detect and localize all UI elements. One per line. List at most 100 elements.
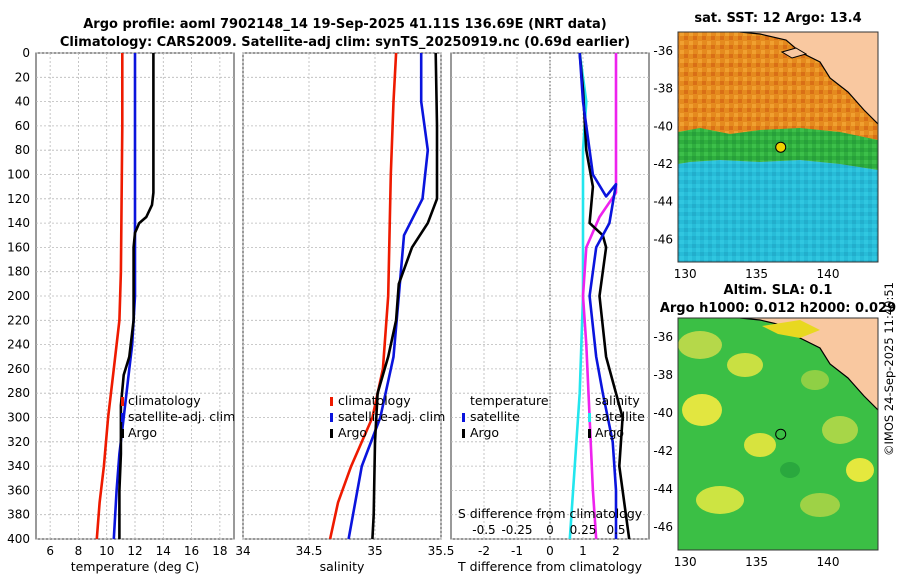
sla-map-field	[678, 318, 878, 550]
map-lon-tick-label: 130	[674, 555, 697, 569]
series-line-satellite-adj-clim	[112, 53, 137, 540]
map-lat-tick-label: -36	[653, 44, 673, 58]
y-tick-label: 380	[7, 508, 30, 522]
y-tick-label: 0	[22, 46, 30, 60]
x-tick-label: -1	[511, 544, 523, 558]
legend-swatch-satellite	[121, 413, 124, 422]
legend-satellite: satellite-adj. clim	[338, 409, 445, 424]
land-mass	[740, 318, 878, 410]
y-tick-label: 40	[15, 95, 30, 109]
temperature-xlabel: temperature (deg C)	[71, 559, 200, 574]
difference-tick-labels: -2 -1 0 1 2 -0.5 -0.25 0 0.25 0.5	[472, 523, 625, 558]
legend-climatology: climatology	[338, 393, 411, 408]
sla-map-title-1: Altim. SLA: 0.1	[724, 283, 833, 298]
sla-blob	[744, 433, 776, 457]
title-line-1: Argo profile: aoml 7902148_14 19-Sep-202…	[83, 17, 607, 32]
map-lon-tick-label: 135	[745, 555, 768, 569]
series-line-t-argo	[578, 52, 631, 540]
sla-blob	[678, 331, 722, 359]
y-tick-label: 120	[7, 192, 30, 206]
map-lat-tick-label: -44	[653, 195, 673, 209]
map-lat-tick-label: -38	[653, 82, 673, 96]
temperature-grid	[36, 52, 234, 540]
salinity-legend: climatology satellite-adj. clim Argo	[330, 393, 445, 440]
y-tick-label: 160	[7, 240, 30, 254]
map-lat-tick-label: -40	[653, 406, 673, 420]
land-mass	[740, 32, 878, 124]
sst-map: sat. SST: 12 Argo: 13.4 -36-38-40-42-44-…	[653, 11, 879, 281]
y-tick-label: 320	[7, 435, 30, 449]
map-lat-tick-label: -42	[653, 157, 673, 171]
salinity-xlabel: salinity	[320, 559, 365, 574]
x-tick-label: -2	[478, 544, 490, 558]
y-tick-label: 280	[7, 386, 30, 400]
sla-map-title-2: Argo h1000: 0.012 h2000: 0.029	[660, 301, 896, 316]
sla-map-frame	[677, 317, 879, 551]
series-line-climatology	[95, 53, 124, 540]
y-tick-label: 200	[7, 289, 30, 303]
argo-location-marker	[775, 141, 787, 153]
series-line-argo	[118, 53, 155, 539]
legend-satellite-left: satellite	[470, 409, 520, 424]
y-tick-label: 140	[7, 216, 30, 230]
difference-legend-left: temperature satellite Argo	[462, 393, 549, 440]
legend-satellite-right: satellite	[595, 409, 645, 424]
y-tick-label: 340	[7, 459, 30, 473]
temperature-series	[95, 53, 155, 540]
x-tick-label: 14	[156, 544, 171, 558]
series-line-argo	[371, 52, 439, 540]
coastline	[739, 32, 878, 125]
map-lon-tick-label: 130	[674, 267, 697, 281]
x-top-tick-label: -0.5	[472, 523, 495, 537]
x-tick-label: 35.5	[428, 544, 455, 558]
series-line-climatology	[328, 52, 398, 540]
y-tick-label: 240	[7, 338, 30, 352]
x-tick-label: 18	[212, 544, 227, 558]
x-tick-label: 10	[99, 544, 114, 558]
map-lon-tick-label: 140	[817, 267, 840, 281]
x-tick-label: 12	[127, 544, 142, 558]
sla-blob	[682, 394, 722, 426]
sla-anomaly-blobs	[678, 331, 874, 517]
sla-blob	[801, 370, 829, 390]
y-tick-label: 180	[7, 265, 30, 279]
legend-swatch-argo-s	[588, 429, 591, 438]
sla-blob	[822, 416, 858, 444]
x-tick-label: 1	[579, 544, 587, 558]
x-tick-label: 34	[235, 544, 250, 558]
map-lat-tick-label: -36	[653, 330, 673, 344]
title-line-2: Climatology: CARS2009. Satellite-adj cli…	[60, 35, 630, 50]
x-tick-label: 2	[612, 544, 620, 558]
legend-salinity-heading: salinity	[595, 393, 640, 408]
legend-swatch-argo	[462, 429, 465, 438]
y-tick-label: 220	[7, 313, 30, 327]
sst-map-frame	[677, 31, 879, 263]
sla-blob	[780, 462, 800, 478]
x-tick-label: 8	[75, 544, 83, 558]
x-tick-label: 0	[546, 544, 554, 558]
y-tick-label: 80	[15, 143, 30, 157]
legend-swatch-satellite	[330, 413, 333, 422]
sla-blob	[800, 493, 840, 517]
series-line-s-argo	[578, 52, 618, 539]
legend-swatch-satellite	[462, 413, 465, 422]
map-lat-tick-label: -42	[653, 444, 673, 458]
x-tick-label: 35	[367, 544, 382, 558]
map-lat-tick-label: -46	[653, 232, 673, 246]
legend-climatology: climatology	[128, 393, 201, 408]
y-tick-label: 400	[7, 532, 30, 546]
difference-panel: -2 -1 0 1 2 -0.5 -0.25 0 0.25 0.5 T difference fr…	[450, 52, 650, 574]
sla-blob	[696, 486, 744, 514]
map-lat-tick-label: -38	[653, 368, 673, 382]
y-tick-label: 360	[7, 483, 30, 497]
difference-xlabel: T difference from climatology	[457, 559, 643, 574]
argo-location-marker	[775, 428, 787, 440]
imos-watermark: ©IMOS 24-Sep-2025 11:40:51	[882, 282, 896, 456]
legend-swatch-climatology	[330, 397, 333, 406]
map-lon-tick-label: 135	[745, 267, 768, 281]
x-tick-label: 16	[184, 544, 199, 558]
x-tick-label: 34.5	[296, 544, 323, 558]
sst-map-ticks: -36 -38 -40 -42 -44 -46 130 135 140	[653, 44, 839, 281]
sst-map-title: sat. SST: 12 Argo: 13.4	[694, 11, 861, 26]
